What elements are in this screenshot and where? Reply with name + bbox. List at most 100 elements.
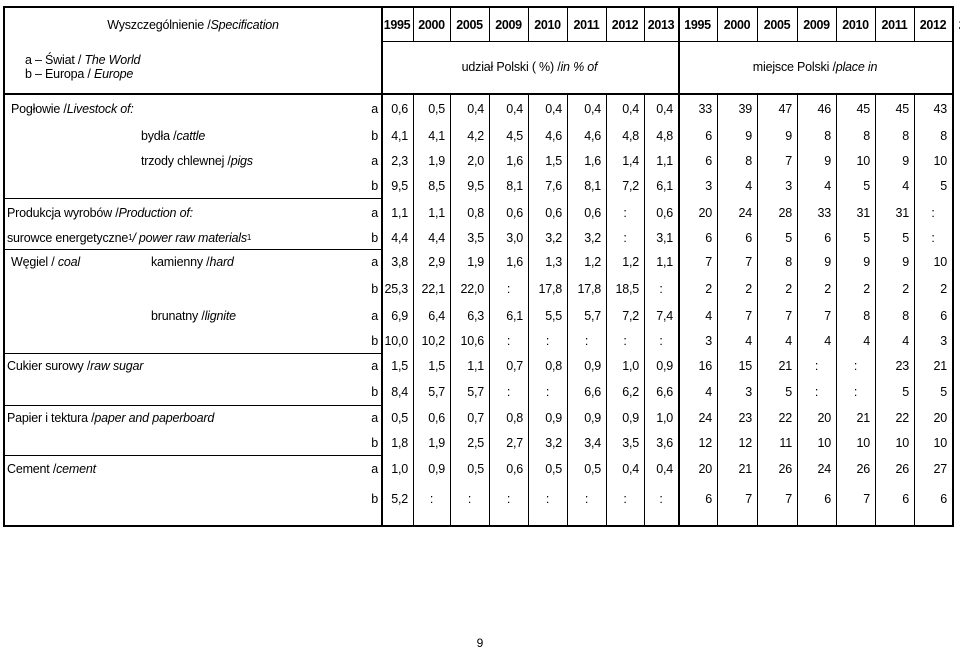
region-code: a — [371, 462, 378, 476]
rank-value: 23 — [895, 358, 909, 373]
rank-value: 4 — [902, 178, 909, 193]
rank-value: 20 — [952, 405, 960, 430]
rank-value: 20 — [698, 205, 712, 220]
rank-value: 3 — [705, 178, 712, 193]
share-value: 0,6 — [506, 205, 523, 220]
table-row: Węgiel / coal kamienny / hard a 3,8 2,9 1,9 1,… — [5, 249, 952, 274]
rank-value: : — [952, 303, 960, 328]
rank-value: 26 — [856, 462, 870, 476]
rank-value: 9 — [745, 128, 752, 143]
rank-value: 10 — [933, 435, 947, 450]
table-row: Cement / cement a 1,0 0,9 0,5 0,6 0,5 0,5 0,4 0,4… — [5, 455, 952, 483]
rank-value: 20 — [817, 410, 831, 425]
grid-line — [952, 8, 953, 41]
rank-value: 33 — [817, 205, 831, 220]
share-value: 1,8 — [391, 435, 408, 450]
table-header: Wyszczególnienie / Specification 1995 2000… — [5, 8, 960, 41]
rank-value: 21 — [738, 462, 752, 476]
rank-value: 10 — [817, 435, 831, 450]
row-label: brunatny / lignite — [11, 303, 362, 328]
grid-line — [836, 93, 837, 525]
region-code: a — [371, 205, 378, 220]
year-header: 2012 — [919, 17, 947, 32]
rank-value: 9 — [785, 128, 792, 143]
share-value: : — [545, 492, 550, 506]
rank-value: 20 — [933, 410, 947, 425]
rank-value: 31 — [856, 205, 870, 220]
share-unit-pl: udział Polski ( %) / — [461, 60, 561, 74]
rank-value: 27 — [933, 462, 947, 476]
share-value: 0,5 — [545, 462, 562, 476]
share-value: 5,7 — [467, 384, 484, 399]
grid-line — [757, 93, 758, 525]
year-header: 2009 — [803, 17, 830, 32]
share-value: 1,1 — [428, 205, 445, 220]
share-value: 10,0 — [384, 333, 408, 348]
grid-line — [567, 93, 568, 525]
rank-value: 22 — [778, 410, 792, 425]
rank-value: 31 — [895, 205, 909, 220]
rank-value: 14 — [952, 148, 960, 173]
share-value: 3,4 — [584, 435, 601, 450]
grid-line — [5, 93, 952, 95]
region-code: a — [371, 410, 378, 425]
rank-value: : — [931, 231, 935, 245]
rank-value: 21 — [933, 358, 947, 373]
region-code: a — [371, 254, 378, 269]
rank-value: 4 — [745, 178, 752, 193]
share-value: 18,5 — [615, 281, 639, 296]
grid-line — [797, 8, 798, 41]
share-value: 5,5 — [545, 308, 562, 323]
share-value: : — [623, 333, 627, 348]
table-row: Cukier surowy / raw sugar a 1,5 1,5 1,1 0,7 0,… — [5, 353, 952, 378]
rank-value: : — [952, 274, 960, 303]
share-value: 1,6 — [506, 254, 523, 269]
table-row: Produkcja wyrobów / Production of: a 1,1 1,… — [5, 198, 952, 227]
share-value: 6,3 — [467, 308, 484, 323]
rank-value: 6 — [902, 492, 909, 506]
spec-label-en: Specification — [210, 17, 279, 32]
share-value: 0,4 — [622, 462, 639, 476]
row-label — [125, 378, 362, 405]
rank-value: 6 — [824, 231, 831, 245]
share-value: 1,3 — [545, 254, 562, 269]
rank-value: : — [952, 455, 960, 483]
share-value: 1,9 — [467, 254, 484, 269]
row-sublabel-pl: brunatny / — [151, 308, 205, 323]
share-value: 5,7 — [584, 308, 601, 323]
row-label-pl: Pogłowie / — [11, 101, 67, 116]
row-label-en: Livestock of: — [66, 101, 134, 116]
share-value: 0,4 — [656, 101, 673, 116]
share-value: 6,1 — [656, 178, 673, 193]
grid-line — [450, 8, 451, 41]
rank-value: 5 — [952, 227, 960, 249]
rank-value: 23 — [738, 410, 752, 425]
grid-line — [644, 93, 645, 525]
rank-value: 5 — [902, 231, 909, 245]
grid-line — [875, 93, 876, 525]
share-value: 6,6 — [584, 384, 601, 399]
rank-value: 11 — [779, 435, 792, 450]
share-value: 4,6 — [584, 128, 601, 143]
rank-value: 8 — [902, 308, 909, 323]
grid-line — [5, 249, 381, 250]
grid-line — [381, 41, 952, 42]
row-label-group: Węgiel / coal — [11, 255, 151, 269]
share-value: 4,6 — [545, 128, 562, 143]
region-code: a — [371, 308, 378, 323]
share-value: 10,2 — [421, 333, 445, 348]
share-value: 22,1 — [421, 281, 445, 296]
spec-header: Wyszczególnienie / Specification — [5, 8, 381, 41]
grid-line — [5, 455, 381, 456]
row-sublabel-pl: kamienny / — [151, 254, 210, 269]
share-value: 1,6 — [506, 153, 523, 168]
rank-value: 4 — [785, 333, 792, 348]
share-value: 3,2 — [545, 435, 562, 450]
share-value: : — [623, 492, 627, 506]
grid-line — [567, 8, 568, 41]
rank-value: 26 — [778, 462, 792, 476]
table-row: Pogłowie / Livestock of: a 0,6 0,5 0,4 0,4 0,4… — [5, 94, 952, 123]
rank-value: 2 — [745, 281, 752, 296]
row-label: bydła / cattle — [125, 123, 362, 148]
share-value: 3,2 — [545, 231, 562, 245]
